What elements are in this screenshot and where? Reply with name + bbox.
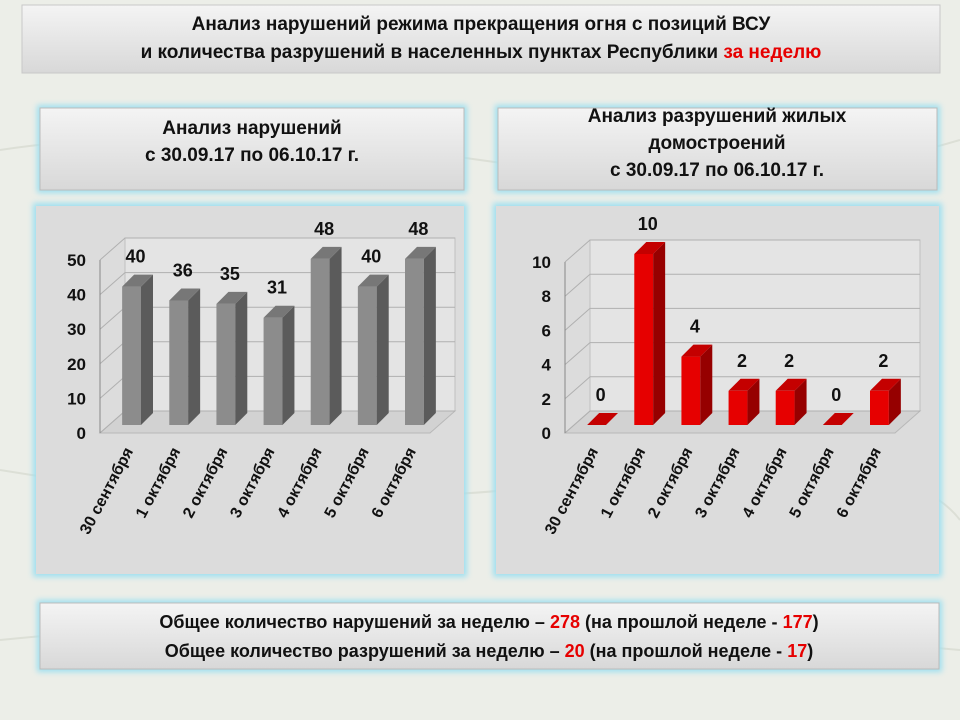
value-label: 10 [638,214,658,234]
bar-side [794,378,807,425]
summary-part: (на прошлой неделе - [590,641,783,661]
bar-front [870,390,889,425]
y-tick-label: 10 [532,253,551,272]
value-label: 36 [173,260,193,280]
bar-side [700,344,713,425]
summary-part: Общее количество разрушений за неделю – [165,641,560,661]
value-label: 48 [408,219,428,239]
summary-part: 278 [550,612,580,632]
bar-side [747,378,760,425]
grid-line [564,273,920,297]
bar-front [169,300,189,425]
bar-front [405,258,424,425]
y-tick-label: 2 [542,390,551,409]
bar-top [405,246,436,259]
header-box [21,4,941,74]
value-label: 2 [878,351,888,371]
grid-line [564,239,920,263]
y-tick-label: 50 [67,251,86,270]
bar-top [263,305,295,318]
bar-top [216,291,248,304]
header-line: и количества разрушений в населенных пун… [141,42,822,63]
bar-top [310,246,342,259]
y-tick-label: 10 [67,389,86,408]
bar-front [263,317,283,425]
bar-side [188,288,201,425]
y-tick-label: 6 [542,321,551,340]
grid-line [99,237,455,261]
bar-front [728,390,748,425]
summary-box [39,602,940,670]
y-tick-label: 20 [67,355,86,374]
bar-top [681,344,713,357]
bar-side [423,246,436,425]
y-tick-label: 4 [542,356,552,375]
grid-line [564,376,920,400]
y-tick-label: 0 [542,424,551,443]
grid-line [564,307,920,331]
bar-front [216,303,236,425]
chart-title: с 30.09.17 по 06.10.17 г. [610,160,824,181]
value-label: 2 [737,351,747,371]
value-label: 0 [831,385,841,405]
value-label: 4 [690,317,700,337]
bar-side [888,378,901,425]
value-label: 0 [596,385,606,405]
bar-side [235,291,248,425]
value-label: 48 [314,219,334,239]
bar-top [169,288,201,301]
title-box [497,107,938,191]
value-label: 31 [267,278,287,298]
bar-top [634,242,666,254]
header-highlight: за неделю [723,42,821,63]
value-label: 40 [361,247,381,267]
summary-line: Общее количество разрушений за неделю – … [165,641,813,661]
bar-side [329,246,342,425]
summary-part: 20 [565,641,585,661]
summary-part: ) [813,612,819,632]
bar-front [775,390,795,425]
bar-front [122,286,141,425]
bar-side [376,274,389,425]
y-tick-label: 8 [542,287,551,306]
value-label: 2 [784,351,794,371]
summary-part: 177 [783,612,813,632]
header-line: Анализ нарушений режима прекращения огня… [192,14,771,35]
value-label: 35 [220,264,240,284]
chart-title: с 30.09.17 по 06.10.17 г. [145,145,359,166]
header-text: и количества разрушений в населенных пун… [141,42,719,63]
y-tick-label: 0 [77,424,86,443]
y-tick-label: 30 [67,320,86,339]
bar-front [310,258,330,425]
bar-side [141,274,153,425]
summary-part: (на прошлой неделе - [585,612,778,632]
bar-top [822,413,854,425]
chart-title: Анализ нарушений [162,118,341,139]
value-label: 40 [126,247,146,267]
bar-top [870,378,901,391]
summary-part: ) [807,641,813,661]
bar-side [653,242,666,425]
bar-top [122,274,153,287]
grid-line [564,410,920,434]
grid-line [564,342,920,365]
chart-title: домостроений [648,133,785,154]
summary-part: Общее количество нарушений за неделю – [159,612,545,632]
y-tick-label: 40 [67,286,86,305]
bar-top [775,378,807,391]
grid-line [99,272,455,295]
bar-side [282,305,295,425]
summary-part: 17 [787,641,807,661]
bar-front [681,356,701,425]
bar-front [357,286,377,425]
bar-top [357,274,389,287]
bar-top [728,378,760,391]
bar-front [634,254,654,425]
title-box [39,107,465,191]
chart-title: Анализ разрушений жилых [588,106,847,127]
bar-top [587,413,618,425]
summary-line: Общее количество нарушений за неделю – 2… [159,612,818,632]
